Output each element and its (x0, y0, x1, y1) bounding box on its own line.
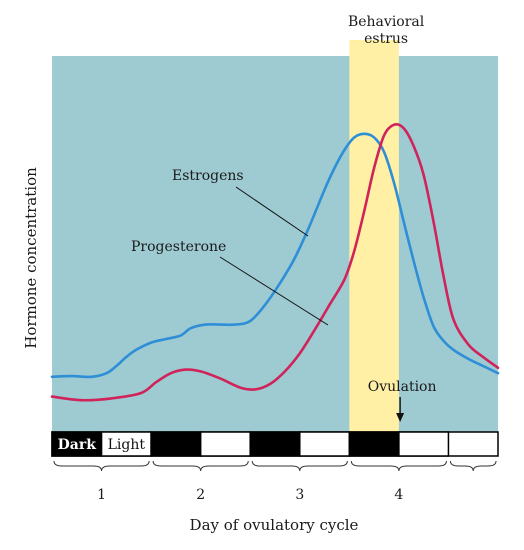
y-axis-label: Hormone concentration (22, 167, 40, 349)
ovulation-label: Ovulation (368, 379, 437, 395)
day-bracket (449, 460, 497, 472)
day-bracket (53, 460, 150, 472)
estrus-band-layer (349, 40, 399, 432)
light-period-segment (398, 431, 450, 457)
x-tick-label: 3 (295, 487, 304, 503)
dark-period-segment (249, 431, 301, 457)
x-tick-label: 2 (196, 487, 205, 503)
light-period-segment (299, 431, 351, 457)
estrogens-leader-line (235, 186, 309, 237)
progesterone-label: Progesterone (131, 239, 226, 255)
progesterone-line (50, 123, 500, 402)
light-period-label: Light (108, 437, 146, 453)
progesterone-leader-line (219, 256, 329, 326)
day-bracket (152, 460, 249, 472)
day-bracket (251, 460, 348, 472)
plot-background-layer (52, 56, 498, 432)
estrogens-label: Estrogens (172, 168, 244, 184)
light-dark-bar: Dark Light (51, 431, 499, 457)
light-period-segment (100, 431, 152, 457)
day-brackets: 1 2 3 4 (53, 460, 497, 503)
estrus-band (349, 40, 399, 432)
dark-period-segment (150, 431, 202, 457)
dark-period-segment (348, 431, 400, 457)
dark-period-label: Dark (58, 437, 97, 453)
x-axis-label: Day of ovulatory cycle (190, 516, 359, 534)
estrogens-line (50, 132, 500, 379)
x-tick-label: 4 (394, 487, 403, 503)
behavioral-estrus-label: Behavioral (348, 14, 425, 30)
light-period-segment (199, 431, 251, 457)
ovulation-arrow-head (396, 413, 405, 422)
dark-period-segment (51, 431, 103, 457)
day-bracket (350, 460, 447, 472)
series-layer (50, 123, 500, 402)
behavioral-estrus-label: estrus (364, 31, 408, 47)
plot-background (52, 56, 498, 432)
x-tick-label: 1 (97, 487, 106, 503)
